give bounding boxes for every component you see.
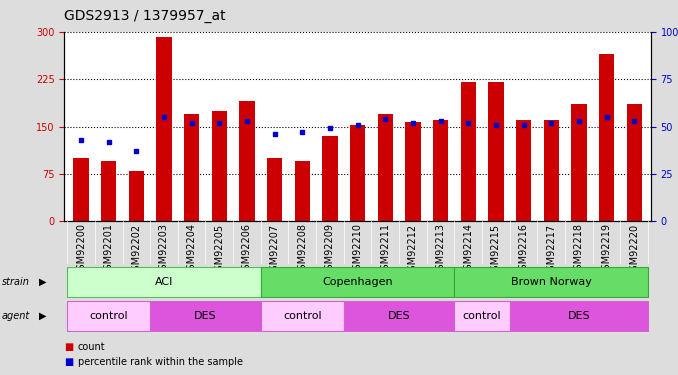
Text: ■: ■ [64,342,74,352]
Bar [261,267,454,297]
Bar [295,161,310,221]
Text: GSM92200: GSM92200 [76,224,86,276]
Bar [544,120,559,221]
Text: GSM92211: GSM92211 [380,224,391,276]
Bar [405,122,420,221]
Bar [261,301,344,331]
Text: GSM92207: GSM92207 [270,224,279,276]
Bar [184,114,199,221]
Text: GDS2913 / 1379957_at: GDS2913 / 1379957_at [64,9,226,23]
Bar [67,267,261,297]
Bar [510,301,648,331]
Text: GSM92201: GSM92201 [104,224,114,276]
Bar [239,101,255,221]
Bar [516,120,532,221]
Text: ACI: ACI [155,277,173,287]
Bar [101,161,117,221]
Text: GSM92213: GSM92213 [436,224,445,276]
Bar [572,105,586,221]
Text: GSM92205: GSM92205 [214,224,224,276]
Text: GSM92210: GSM92210 [353,224,363,276]
Text: DES: DES [388,311,410,321]
Text: GSM92218: GSM92218 [574,224,584,276]
Text: control: control [463,311,502,321]
Bar [488,82,504,221]
Text: Copenhagen: Copenhagen [322,277,393,287]
Bar [73,158,89,221]
Text: GSM92209: GSM92209 [325,224,335,276]
Bar [599,54,614,221]
Text: ▶: ▶ [39,311,47,321]
Text: strain: strain [2,277,30,287]
Text: ▶: ▶ [39,277,47,287]
Text: GSM92208: GSM92208 [298,224,307,276]
Text: ■: ■ [64,357,74,367]
Bar [157,37,172,221]
Text: GSM92220: GSM92220 [629,224,639,276]
Text: GSM92203: GSM92203 [159,224,169,276]
Bar [460,82,476,221]
Text: GSM92202: GSM92202 [132,224,141,276]
Bar [433,120,448,221]
Bar [129,171,144,221]
Text: control: control [89,311,128,321]
Text: GSM92217: GSM92217 [546,224,556,276]
Text: GSM92215: GSM92215 [491,224,501,276]
Text: control: control [283,311,321,321]
Bar [344,301,454,331]
Text: Brown Norway: Brown Norway [511,277,592,287]
Bar [67,301,150,331]
Bar [150,301,261,331]
Text: DES: DES [194,311,217,321]
Text: GSM92206: GSM92206 [242,224,252,276]
Bar [378,114,393,221]
Bar [322,136,338,221]
Text: GSM92214: GSM92214 [463,224,473,276]
Bar [212,111,227,221]
Text: GSM92219: GSM92219 [601,224,612,276]
Text: DES: DES [567,311,591,321]
Text: percentile rank within the sample: percentile rank within the sample [78,357,243,367]
Bar [267,158,282,221]
Bar [454,267,648,297]
Text: GSM92212: GSM92212 [408,224,418,276]
Text: GSM92216: GSM92216 [519,224,529,276]
Bar [626,105,642,221]
Text: agent: agent [2,311,31,321]
Bar [350,125,365,221]
Text: count: count [78,342,106,352]
Text: GSM92204: GSM92204 [186,224,197,276]
Bar [454,301,510,331]
